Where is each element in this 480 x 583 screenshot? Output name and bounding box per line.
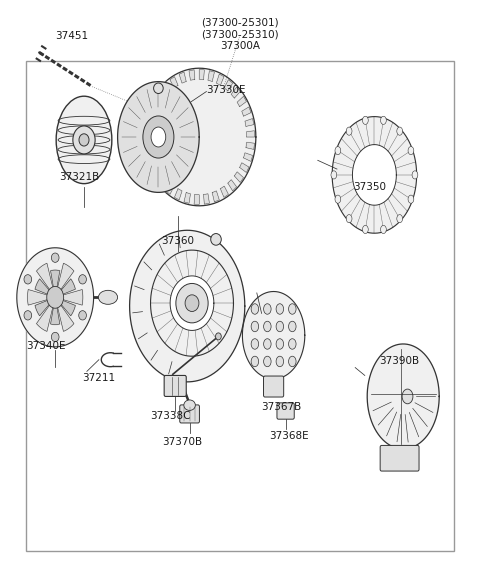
- Ellipse shape: [24, 311, 32, 320]
- Polygon shape: [246, 142, 254, 149]
- Ellipse shape: [56, 96, 112, 184]
- Ellipse shape: [346, 127, 352, 135]
- Polygon shape: [50, 270, 60, 297]
- Ellipse shape: [276, 339, 284, 349]
- Polygon shape: [247, 131, 255, 137]
- Polygon shape: [151, 250, 233, 356]
- Ellipse shape: [79, 275, 86, 284]
- Polygon shape: [155, 92, 164, 102]
- Ellipse shape: [51, 253, 59, 262]
- Ellipse shape: [408, 195, 414, 203]
- Ellipse shape: [154, 83, 163, 93]
- Ellipse shape: [412, 171, 418, 179]
- Polygon shape: [216, 74, 224, 85]
- Ellipse shape: [216, 333, 221, 340]
- Ellipse shape: [24, 275, 32, 284]
- Ellipse shape: [346, 215, 352, 223]
- FancyBboxPatch shape: [180, 405, 200, 423]
- Polygon shape: [50, 297, 60, 325]
- Polygon shape: [243, 153, 252, 161]
- Polygon shape: [143, 68, 256, 206]
- Ellipse shape: [288, 321, 296, 332]
- Ellipse shape: [397, 215, 403, 223]
- Polygon shape: [152, 167, 161, 178]
- Ellipse shape: [185, 295, 199, 311]
- Polygon shape: [144, 147, 154, 156]
- Polygon shape: [27, 290, 55, 305]
- Ellipse shape: [251, 304, 259, 314]
- Text: 37321B: 37321B: [59, 172, 99, 182]
- Polygon shape: [158, 176, 167, 187]
- Polygon shape: [179, 72, 186, 83]
- Ellipse shape: [335, 146, 341, 154]
- Polygon shape: [228, 180, 237, 191]
- Ellipse shape: [184, 400, 195, 410]
- Polygon shape: [170, 276, 214, 331]
- Polygon shape: [367, 344, 439, 449]
- Ellipse shape: [331, 171, 337, 179]
- Polygon shape: [170, 76, 178, 88]
- Text: 37330E: 37330E: [206, 85, 246, 96]
- Text: 37360: 37360: [161, 236, 194, 246]
- Polygon shape: [174, 189, 182, 200]
- Ellipse shape: [402, 389, 413, 404]
- Polygon shape: [184, 192, 191, 203]
- Polygon shape: [231, 87, 240, 98]
- Polygon shape: [55, 264, 74, 297]
- Ellipse shape: [276, 321, 284, 332]
- Text: 37370B: 37370B: [162, 437, 203, 447]
- Ellipse shape: [288, 356, 296, 367]
- Polygon shape: [220, 186, 228, 198]
- Polygon shape: [118, 82, 199, 192]
- Polygon shape: [130, 230, 245, 382]
- Polygon shape: [149, 101, 159, 111]
- Polygon shape: [189, 70, 195, 80]
- Ellipse shape: [264, 321, 271, 332]
- Polygon shape: [332, 117, 417, 233]
- Polygon shape: [199, 69, 204, 79]
- Polygon shape: [204, 194, 209, 204]
- Polygon shape: [237, 96, 246, 107]
- Text: 37340E: 37340E: [26, 341, 65, 351]
- Polygon shape: [147, 158, 156, 167]
- Ellipse shape: [264, 304, 271, 314]
- FancyBboxPatch shape: [26, 61, 454, 551]
- Ellipse shape: [98, 290, 118, 304]
- Polygon shape: [224, 80, 233, 91]
- Polygon shape: [35, 297, 55, 316]
- Polygon shape: [35, 279, 55, 297]
- Ellipse shape: [47, 286, 64, 308]
- Text: 37368E: 37368E: [269, 431, 309, 441]
- Polygon shape: [352, 145, 396, 205]
- Polygon shape: [194, 195, 199, 205]
- Ellipse shape: [362, 226, 368, 234]
- Ellipse shape: [251, 339, 259, 349]
- Polygon shape: [234, 172, 243, 182]
- Polygon shape: [146, 113, 155, 121]
- Polygon shape: [240, 163, 249, 173]
- Text: (37300-25301)
(37300-25310)
37300A: (37300-25301) (37300-25310) 37300A: [201, 17, 279, 51]
- Text: 37211: 37211: [82, 373, 115, 383]
- Polygon shape: [245, 118, 254, 127]
- Ellipse shape: [288, 304, 296, 314]
- Polygon shape: [55, 290, 83, 305]
- Ellipse shape: [176, 283, 208, 323]
- Polygon shape: [166, 183, 174, 194]
- FancyBboxPatch shape: [277, 403, 294, 419]
- Polygon shape: [208, 71, 215, 82]
- Ellipse shape: [79, 311, 86, 320]
- FancyBboxPatch shape: [164, 375, 186, 396]
- Polygon shape: [36, 264, 55, 297]
- Ellipse shape: [211, 234, 221, 245]
- Ellipse shape: [397, 127, 403, 135]
- Polygon shape: [36, 297, 55, 331]
- Polygon shape: [144, 125, 153, 132]
- Polygon shape: [242, 107, 251, 116]
- Text: 37338C: 37338C: [150, 411, 191, 421]
- Ellipse shape: [381, 226, 386, 234]
- Ellipse shape: [288, 339, 296, 349]
- Polygon shape: [212, 191, 219, 202]
- FancyBboxPatch shape: [380, 445, 419, 471]
- Polygon shape: [242, 292, 305, 379]
- Ellipse shape: [251, 356, 259, 367]
